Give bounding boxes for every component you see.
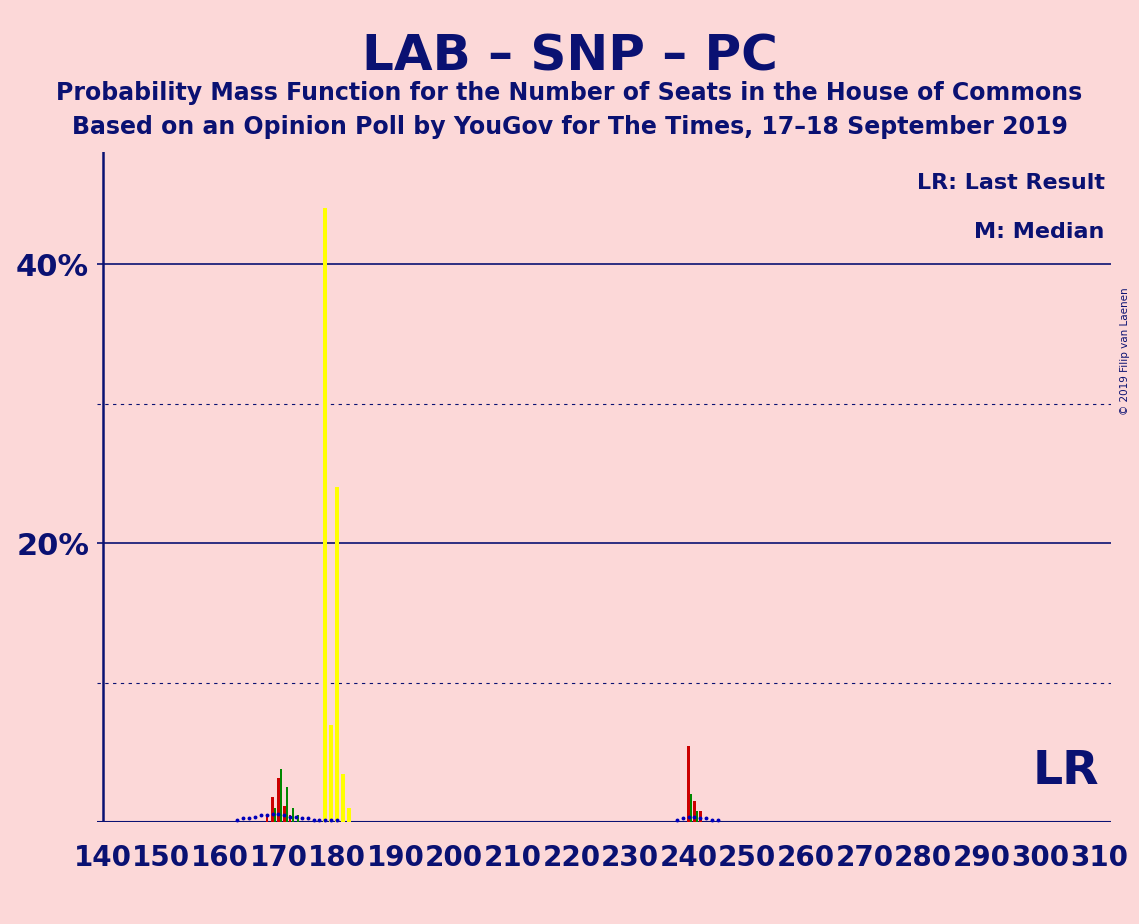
Bar xyxy=(688,746,690,822)
Bar xyxy=(289,815,292,822)
Bar xyxy=(297,815,300,822)
Bar xyxy=(277,778,280,822)
Bar xyxy=(346,808,351,822)
Bar xyxy=(284,806,286,822)
Bar xyxy=(286,787,288,822)
Bar xyxy=(292,808,294,822)
Bar xyxy=(273,808,276,822)
Bar xyxy=(690,795,693,822)
Text: Probability Mass Function for the Number of Seats in the House of Commons: Probability Mass Function for the Number… xyxy=(56,81,1083,105)
Text: LR: Last Result: LR: Last Result xyxy=(917,174,1105,193)
Bar xyxy=(341,773,345,822)
Bar xyxy=(696,811,698,822)
Bar xyxy=(323,208,327,822)
Bar xyxy=(280,770,281,822)
Bar xyxy=(694,801,696,822)
Bar xyxy=(265,814,268,822)
Text: Based on an Opinion Poll by YouGov for The Times, 17–18 September 2019: Based on an Opinion Poll by YouGov for T… xyxy=(72,115,1067,139)
Bar xyxy=(699,811,702,822)
Text: M: Median: M: Median xyxy=(974,223,1105,242)
Text: LR: LR xyxy=(1032,749,1099,795)
Bar xyxy=(329,724,334,822)
Bar xyxy=(335,488,339,822)
Text: © 2019 Filip van Laenen: © 2019 Filip van Laenen xyxy=(1120,287,1130,415)
Bar xyxy=(271,797,273,822)
Text: LAB – SNP – PC: LAB – SNP – PC xyxy=(361,32,778,80)
